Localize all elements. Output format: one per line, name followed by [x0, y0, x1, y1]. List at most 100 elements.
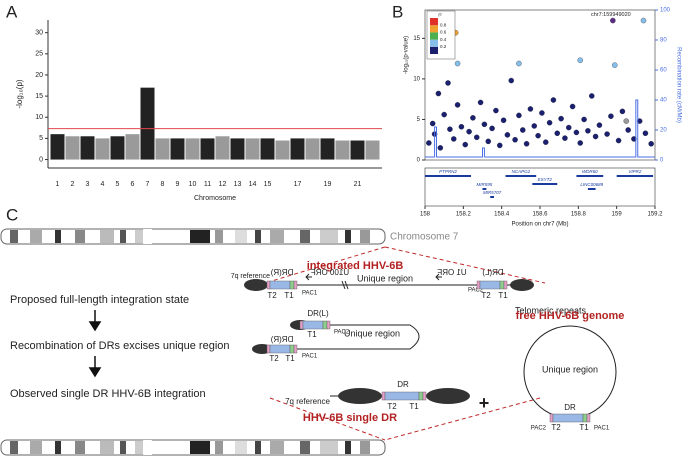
x-tick-label: 21 — [354, 181, 362, 188]
snp-point — [481, 121, 488, 128]
y-tick-label: 5 — [417, 117, 421, 123]
x-tick-label: 3 — [86, 181, 90, 188]
chromosome-points — [95, 138, 110, 160]
gene-label: ESYT2 — [538, 177, 553, 182]
y2-tick-label: 40 — [660, 98, 667, 104]
chromosome-points — [365, 140, 380, 160]
step-text: Recombination of DRs excises unique regi… — [10, 340, 230, 352]
pac-label: PAC1 — [594, 426, 610, 432]
y-tick-label: 0 — [417, 158, 421, 164]
band — [235, 230, 247, 243]
snp-point — [435, 90, 442, 97]
x-tick-label: 19 — [324, 181, 332, 188]
band — [215, 441, 223, 454]
chromosome-points — [200, 138, 215, 160]
snp-point — [445, 80, 451, 86]
snp-point — [458, 124, 465, 130]
dr-label: DR(L) — [482, 268, 504, 277]
snp-point — [516, 112, 522, 119]
x-axis-label: Position on chr7 (Mb) — [511, 222, 568, 228]
dr-label: DR(L) — [307, 309, 329, 318]
snp-point — [585, 128, 591, 134]
pac-label: PAC2 — [334, 330, 350, 336]
x-tick-label: 7 — [146, 181, 150, 188]
band — [345, 230, 351, 243]
chromosome-points — [65, 136, 80, 160]
snp-point — [516, 60, 522, 67]
legend-tick: 0.8 — [440, 22, 447, 27]
gene-label: LINC00689 — [580, 182, 603, 187]
chromosome-ideogram — [0, 439, 386, 456]
snp-point — [554, 130, 561, 136]
pac-label: PAC1 — [302, 291, 318, 297]
chromosome-points — [305, 138, 320, 160]
snp-point — [581, 116, 587, 123]
t-label: T1 — [498, 291, 508, 300]
dr-segment — [302, 320, 324, 330]
snp-point — [562, 135, 568, 141]
snp-point — [429, 120, 436, 127]
t-label: T1 — [285, 354, 295, 363]
y-tick-label: 20 — [35, 72, 43, 79]
snp-point — [550, 97, 557, 103]
diagram-title: integrated HHV-6B — [307, 260, 404, 272]
orf-label: U100 ORF — [311, 268, 349, 277]
y2-tick-label: 20 — [660, 128, 667, 134]
dr-segment — [381, 391, 386, 401]
loop — [275, 324, 420, 350]
x-tick-label: 6 — [131, 181, 135, 188]
y2-tick-label: 80 — [660, 38, 667, 44]
x-tick-label: 1 — [56, 181, 60, 188]
band — [100, 441, 114, 454]
pac-label: PAC1 — [302, 354, 318, 360]
dr-segment — [293, 280, 298, 290]
gene-label: VIPR2 — [628, 169, 642, 174]
band — [300, 230, 310, 243]
chromosome-points — [140, 87, 155, 160]
snp-point — [608, 113, 614, 119]
x-tick-label: 158 — [420, 212, 431, 218]
snp-point — [592, 133, 599, 140]
plus: + — [479, 393, 490, 413]
panel-label: B — [392, 2, 403, 21]
gene-track — [424, 167, 656, 207]
legend-swatch — [430, 25, 438, 33]
x-tick-label: 9 — [176, 181, 180, 188]
chromosome-points — [230, 138, 245, 160]
snp-point — [631, 136, 637, 142]
snp-point — [437, 145, 444, 151]
x-axis-label: Chromosome — [194, 195, 236, 202]
chromosome-points — [110, 136, 125, 160]
snp-point — [569, 103, 576, 110]
y-axis-label: -log₁₀(p) — [15, 79, 24, 108]
x-tick-label: 159 — [612, 212, 623, 218]
gene-label: PTPRN2 — [439, 169, 457, 174]
reference-label: 7q reference — [231, 273, 270, 280]
snp-point — [535, 132, 541, 139]
panel-label: C — [6, 205, 18, 224]
snp-point — [589, 93, 595, 99]
t-label: T2 — [387, 402, 397, 411]
telomeric-label: Telomeric repeats — [515, 305, 587, 315]
chromosome-points — [170, 138, 185, 160]
dr-segment — [322, 320, 328, 330]
t-label: T1 — [409, 402, 419, 411]
snp-point — [485, 138, 491, 145]
x-tick-label: 14 — [249, 181, 257, 188]
snp-point — [500, 117, 507, 124]
chromosome-points — [155, 138, 170, 160]
band — [55, 230, 61, 243]
snp-point — [523, 141, 530, 147]
annotation: chr7:159949020 — [591, 12, 631, 18]
snp-point — [462, 141, 468, 148]
snp-point — [573, 129, 580, 136]
band — [135, 230, 143, 243]
band — [75, 230, 85, 243]
x-tick-label: 158.6 — [532, 212, 548, 218]
legend-tick: 0.2 — [440, 44, 447, 49]
dr-segment — [476, 280, 481, 290]
snp-point — [441, 111, 447, 118]
dr-segment — [269, 280, 291, 290]
x-tick-label: 159.2 — [647, 212, 663, 218]
